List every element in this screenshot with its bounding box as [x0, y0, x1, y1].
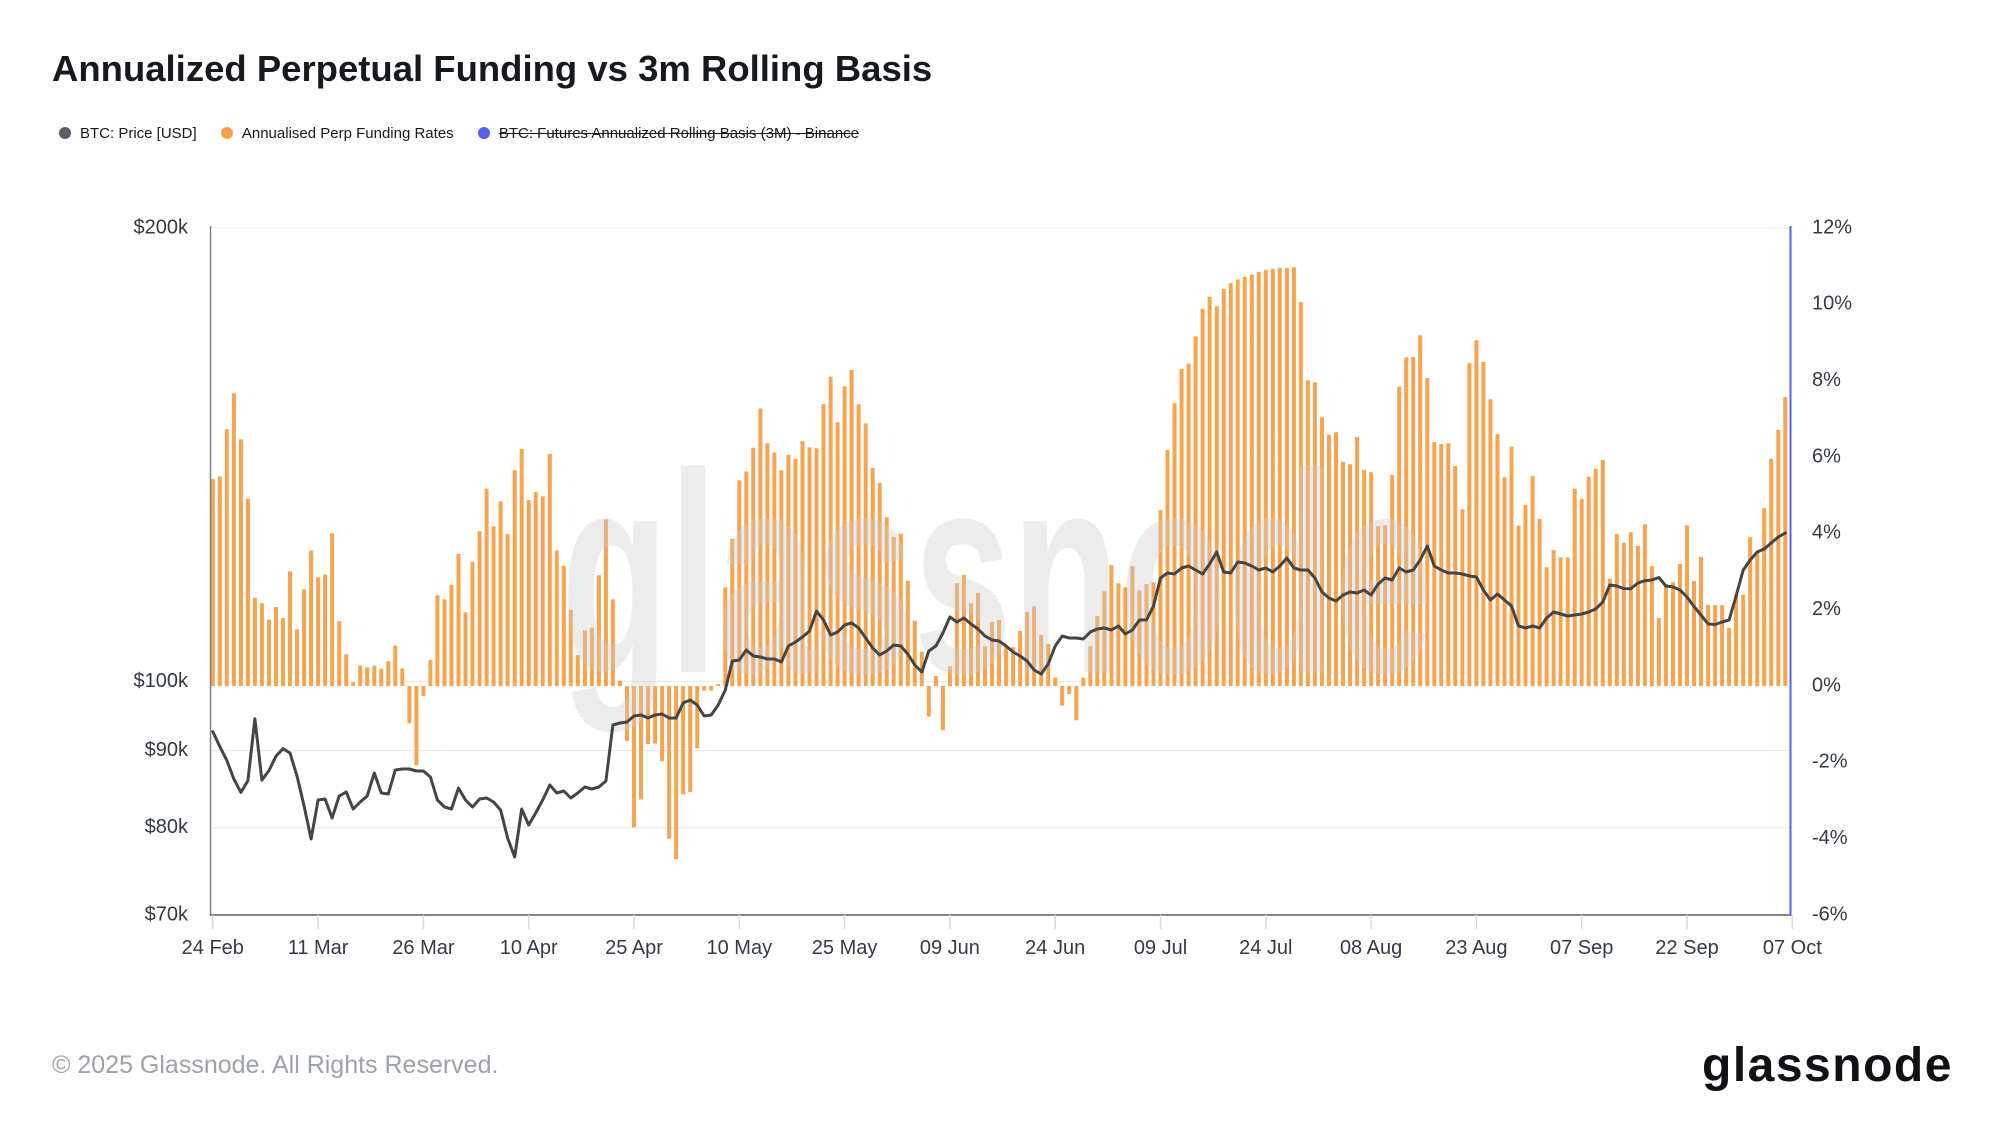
svg-text:$100k: $100k — [134, 670, 189, 692]
svg-text:$80k: $80k — [145, 816, 189, 838]
svg-text:-4%: -4% — [1812, 827, 1848, 849]
svg-text:09 Jul: 09 Jul — [1134, 937, 1187, 959]
svg-text:6%: 6% — [1812, 445, 1841, 467]
svg-text:glassnode: glassnode — [561, 415, 1433, 734]
svg-text:25 May: 25 May — [812, 937, 878, 959]
svg-text:2%: 2% — [1812, 598, 1841, 620]
svg-text:25 Apr: 25 Apr — [605, 937, 663, 959]
svg-text:11 Mar: 11 Mar — [288, 937, 349, 959]
svg-text:10 May: 10 May — [707, 937, 773, 959]
svg-text:07 Sep: 07 Sep — [1550, 937, 1613, 959]
svg-text:10%: 10% — [1812, 293, 1852, 315]
svg-text:4%: 4% — [1812, 522, 1841, 544]
svg-text:-6%: -6% — [1812, 903, 1848, 925]
svg-text:$90k: $90k — [145, 739, 189, 761]
svg-text:24 Feb: 24 Feb — [182, 937, 244, 959]
svg-text:12%: 12% — [1812, 216, 1852, 238]
svg-text:09 Jun: 09 Jun — [920, 937, 980, 959]
svg-text:22 Sep: 22 Sep — [1655, 937, 1718, 959]
svg-text:10 Apr: 10 Apr — [500, 937, 558, 959]
svg-text:07 Oct: 07 Oct — [1763, 937, 1822, 959]
svg-text:08 Aug: 08 Aug — [1340, 937, 1402, 959]
svg-text:-2%: -2% — [1812, 751, 1848, 773]
svg-text:24 Jun: 24 Jun — [1025, 937, 1085, 959]
svg-text:24 Jul: 24 Jul — [1239, 937, 1292, 959]
svg-text:26 Mar: 26 Mar — [392, 937, 455, 959]
svg-text:23 Aug: 23 Aug — [1445, 937, 1507, 959]
svg-text:$70k: $70k — [145, 903, 189, 925]
svg-text:0%: 0% — [1812, 674, 1841, 696]
svg-text:8%: 8% — [1812, 369, 1841, 391]
svg-text:$200k: $200k — [134, 216, 189, 238]
